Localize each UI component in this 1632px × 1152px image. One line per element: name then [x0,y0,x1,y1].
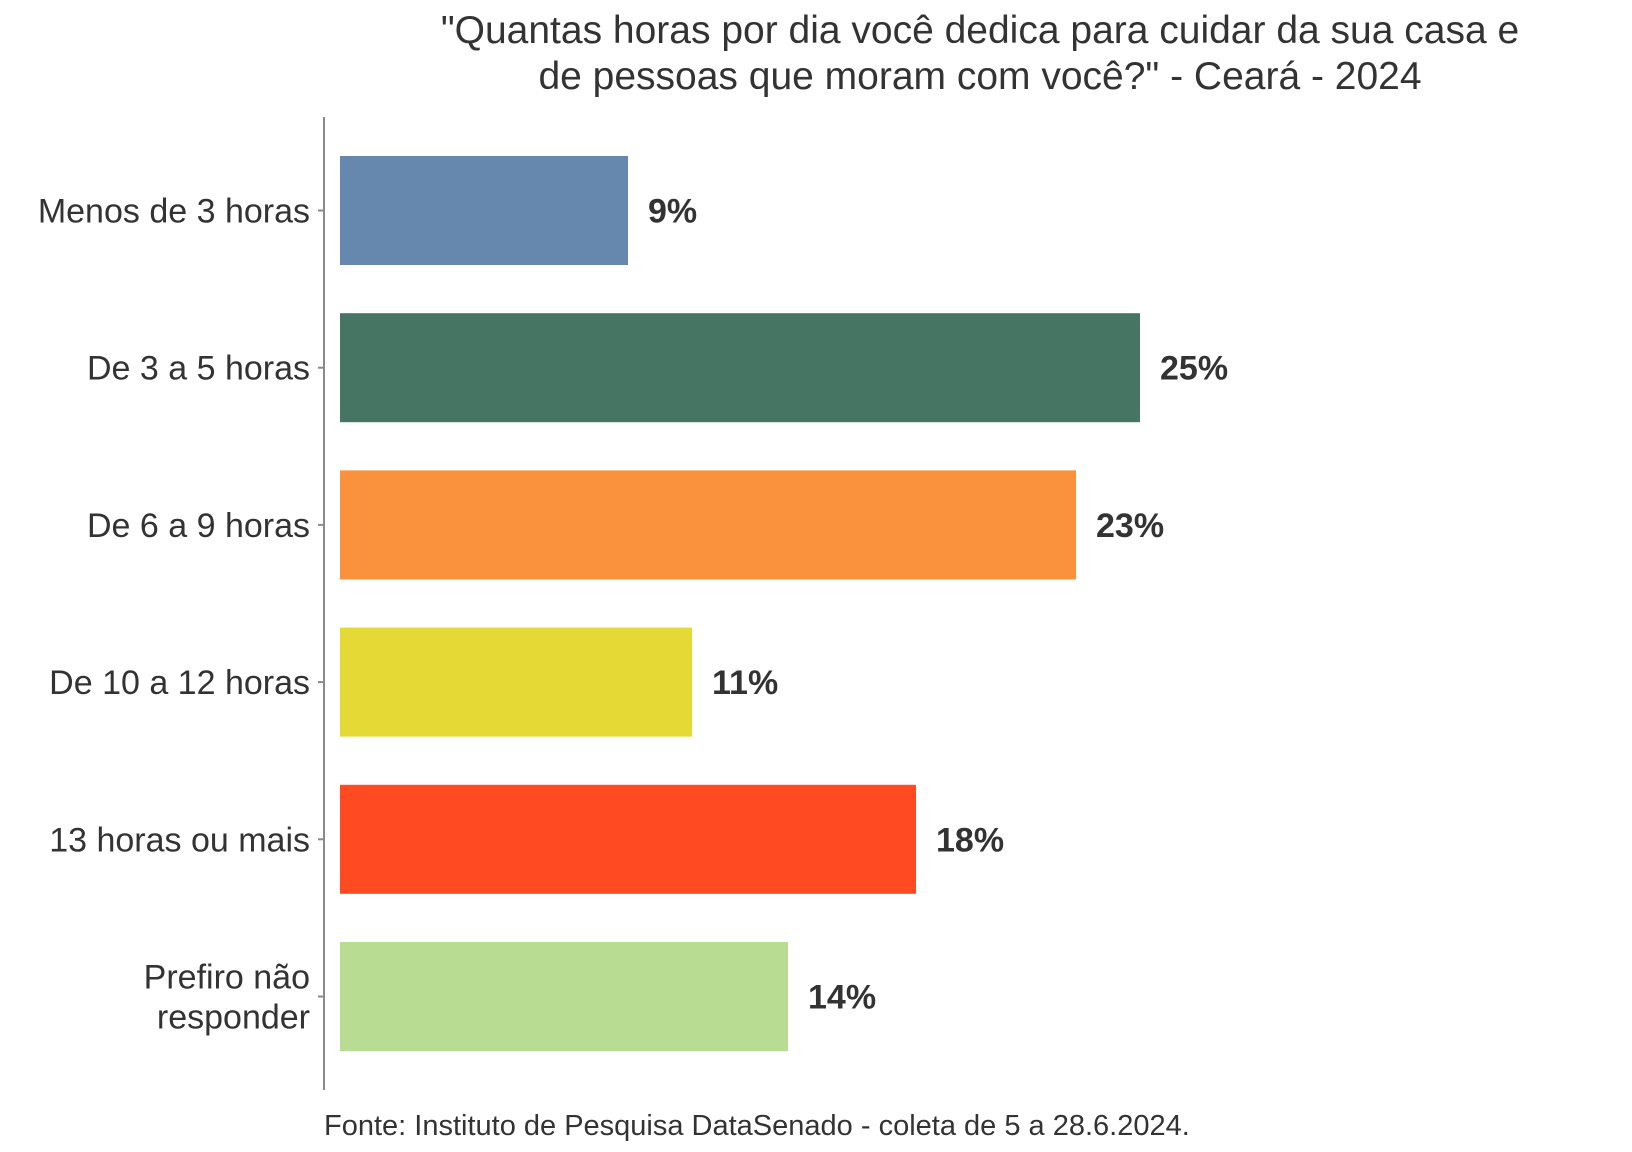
data-label: 11% [712,664,778,702]
chart-title-line-1: "Quantas horas por dia você dedica para … [440,9,1520,52]
data-label: 18% [936,821,1004,859]
category-label: responder [157,999,310,1037]
chart-title: "Quantas horas por dia você dedica para … [340,8,1620,100]
category-label: De 10 a 12 horas [49,664,310,702]
bar-1 [340,156,628,265]
bar-4 [340,627,692,737]
data-label: 14% [808,979,876,1017]
data-label: 25% [1160,350,1228,388]
bar-2 [340,313,1140,423]
category-label: Prefiro não [144,959,310,997]
category-label: De 6 a 9 horas [87,507,310,545]
data-label: 9% [648,193,697,231]
bar-3 [340,470,1076,580]
chart-title-line-2: de pessoas que moram com você?" - Ceará … [538,55,1422,98]
category-label: 13 horas ou mais [49,821,310,859]
bar-6 [340,942,788,1051]
bar-5 [340,784,916,894]
category-label: Menos de 3 horas [38,193,310,231]
source-footnote: Fonte: Instituto de Pesquisa DataSenado … [324,1110,1190,1142]
data-label: 23% [1096,507,1164,545]
category-label: De 3 a 5 horas [87,350,310,388]
